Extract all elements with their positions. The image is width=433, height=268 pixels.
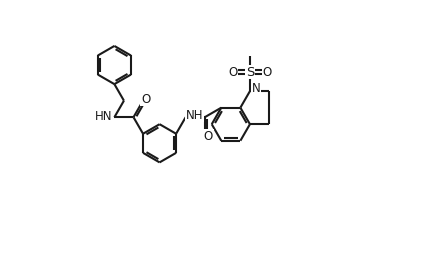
Text: O: O [228, 66, 238, 79]
Text: S: S [246, 66, 254, 79]
Text: N: N [252, 82, 261, 95]
Text: O: O [262, 66, 271, 79]
Text: NH: NH [186, 109, 203, 122]
Text: HN: HN [95, 110, 113, 123]
Text: O: O [204, 130, 213, 143]
Text: O: O [141, 92, 150, 106]
